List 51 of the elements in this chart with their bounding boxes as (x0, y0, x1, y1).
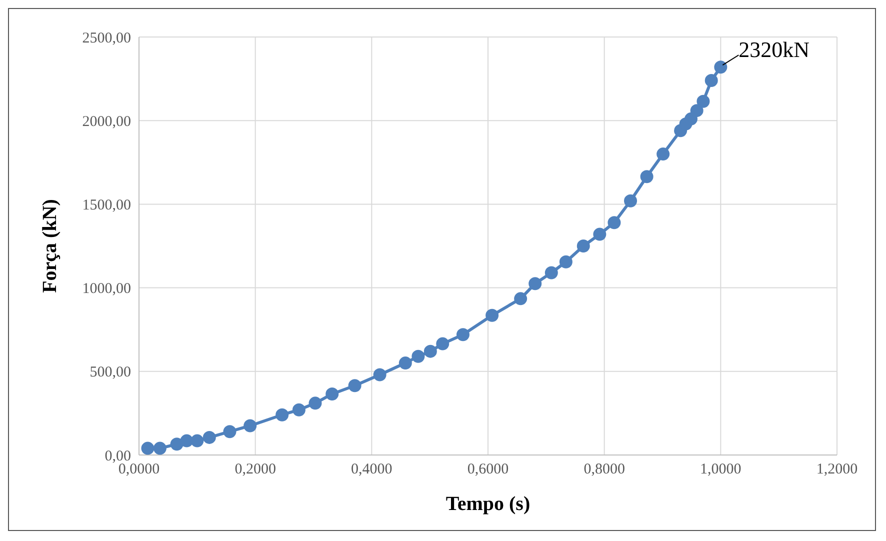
x-axis-title: Tempo (s) (446, 493, 530, 515)
x-tick-label: 0,8000 (584, 462, 625, 478)
point (398, 356, 412, 370)
point (202, 430, 216, 444)
point (559, 255, 572, 268)
point (223, 425, 236, 438)
x-tick-label: 0,2000 (234, 462, 276, 478)
point (308, 396, 322, 410)
point (528, 277, 542, 290)
point (190, 434, 204, 448)
point (640, 170, 654, 184)
y-tick-label: 1000,00 (82, 281, 131, 298)
y-axis-title: Força (kN) (39, 199, 62, 293)
point (373, 368, 386, 382)
point (348, 379, 362, 392)
y-tick-label: 0,00 (104, 448, 131, 464)
annotation: 2320kN (738, 37, 810, 62)
point (180, 434, 194, 448)
point (436, 337, 450, 350)
point (690, 104, 704, 118)
x-tick-label: 0,6000 (467, 462, 509, 478)
y-tick-label: 2000,00 (82, 114, 131, 130)
point (656, 148, 670, 161)
point (576, 240, 590, 252)
x-tick-label: 0,0000 (118, 462, 160, 478)
x-tick-label: 0,4000 (351, 462, 392, 478)
point (412, 350, 425, 363)
point (593, 228, 606, 241)
point (624, 194, 638, 208)
y-tick-label: 2500,00 (82, 30, 131, 46)
point (486, 308, 499, 322)
point (170, 438, 184, 451)
point (696, 94, 710, 108)
point (544, 266, 558, 280)
point (456, 328, 470, 342)
point (424, 344, 437, 358)
point (276, 408, 289, 422)
y-tick-label: 1500,00 (82, 198, 131, 214)
point (684, 112, 698, 126)
point (714, 60, 728, 74)
x-tick-label: 1,2000 (816, 462, 858, 478)
point (326, 387, 339, 400)
point (514, 292, 528, 306)
point (153, 442, 166, 455)
x-tick-label: 1,0000 (700, 462, 742, 478)
point (608, 216, 621, 230)
point (704, 74, 718, 87)
point (292, 403, 306, 416)
point (141, 442, 154, 455)
y-tick-label: 500,00 (90, 364, 131, 381)
point (244, 419, 257, 432)
